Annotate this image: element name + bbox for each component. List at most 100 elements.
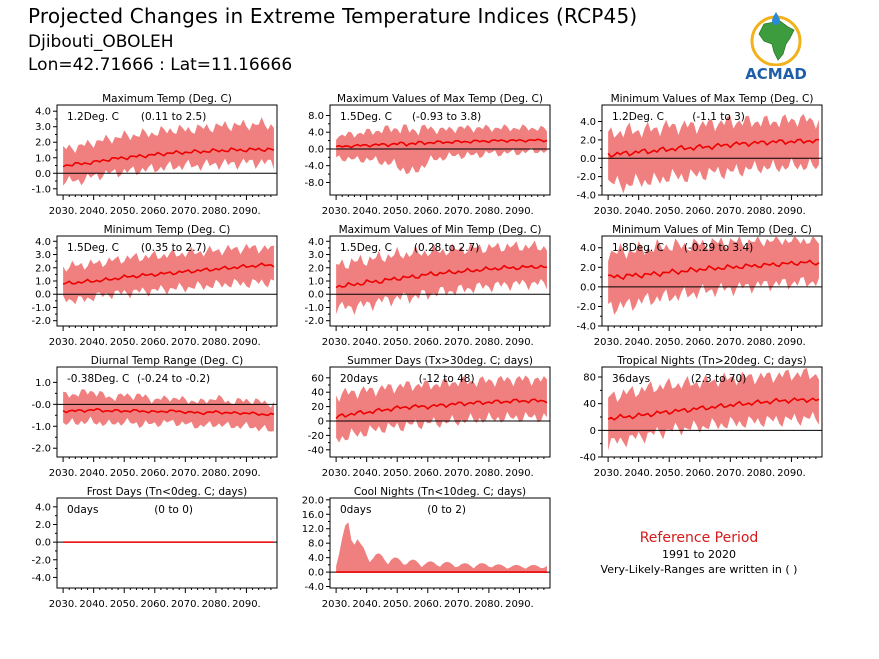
acmad-logo: ACMAD bbox=[736, 8, 816, 84]
x-tick-label: 2030. bbox=[594, 337, 623, 348]
chart-title: Frost Days (Tn<0deg. C; days) bbox=[87, 486, 247, 498]
change-value-label: 20days bbox=[340, 373, 378, 385]
range-band bbox=[336, 375, 547, 443]
x-tick-label: 2030. bbox=[49, 206, 78, 217]
station-coordinates: Lon=42.71666 : Lat=11.16666 bbox=[28, 55, 293, 75]
x-tick-label: 2080. bbox=[475, 599, 504, 610]
y-tick-label: 2.0 bbox=[35, 263, 51, 274]
x-tick-label: 2090. bbox=[777, 468, 806, 479]
x-tick-label: 2070. bbox=[444, 337, 473, 348]
median-line bbox=[62, 262, 275, 285]
chart-panel: -4.0 -2.0 0.0 2.0 4.0 2030. 2040. 2050. 2060. 207… bbox=[31, 486, 278, 610]
x-tick-label: 2060. bbox=[140, 206, 169, 217]
y-tick-label: 1.0 bbox=[35, 378, 51, 389]
y-tick-label: 3.0 bbox=[35, 122, 51, 133]
change-value-label: 0days bbox=[340, 504, 371, 516]
x-tick-label: 2070. bbox=[171, 337, 200, 348]
x-tick-label: 2080. bbox=[747, 468, 776, 479]
y-tick-label: 0.0 bbox=[580, 282, 596, 293]
x-tick-label: 2040. bbox=[624, 206, 653, 217]
y-tick-label: 0.0 bbox=[308, 568, 324, 579]
x-tick-label: 2060. bbox=[140, 468, 169, 479]
change-value-label: 1.2Deg. C bbox=[612, 111, 664, 123]
y-tick-label: -40 bbox=[308, 445, 324, 456]
x-tick-label: 2070. bbox=[716, 206, 745, 217]
y-tick-label: -4.0 bbox=[304, 582, 324, 593]
acmad-logo-text: ACMAD bbox=[745, 65, 807, 83]
y-tick-label: 0 bbox=[590, 426, 596, 437]
y-tick-label: 2.0 bbox=[580, 263, 596, 274]
x-tick-label: 2040. bbox=[352, 337, 381, 348]
x-tick-label: 2040. bbox=[79, 337, 108, 348]
y-tick-label: 12.0 bbox=[302, 524, 324, 535]
change-value-label: -0.38Deg. C bbox=[67, 373, 129, 385]
range-band bbox=[63, 117, 274, 186]
x-tick-label: 2040. bbox=[352, 206, 381, 217]
y-tick-label: 0.0 bbox=[308, 144, 324, 155]
y-tick-label: -2.0 bbox=[31, 316, 51, 327]
x-tick-label: 2080. bbox=[475, 206, 504, 217]
y-tick-label: -2.0 bbox=[31, 555, 51, 566]
x-tick-label: 2040. bbox=[624, 468, 653, 479]
very-likely-range-label: (0 to 0) bbox=[154, 504, 193, 516]
y-tick-label: -2.0 bbox=[576, 302, 596, 313]
median-line bbox=[608, 259, 820, 281]
x-tick-label: 2050. bbox=[383, 468, 412, 479]
x-tick-label: 2080. bbox=[202, 468, 231, 479]
very-likely-range-label: (0.11 to 2.5) bbox=[141, 111, 207, 123]
y-tick-label: -20 bbox=[308, 431, 324, 442]
x-tick-label: 2030. bbox=[49, 337, 78, 348]
y-tick-label: -2.0 bbox=[304, 316, 324, 327]
chart-panel: -40 0 40 80 2030. 2040. 2050. 2060. 2070. 2080. 20… bbox=[580, 355, 823, 479]
page-title: Projected Changes in Extreme Temperature… bbox=[28, 4, 638, 28]
median-line bbox=[607, 138, 819, 159]
median-line bbox=[335, 138, 548, 149]
y-tick-label: 2.0 bbox=[580, 135, 596, 146]
x-tick-label: 2030. bbox=[594, 206, 623, 217]
x-tick-label: 2080. bbox=[202, 599, 231, 610]
x-tick-label: 2030. bbox=[594, 468, 623, 479]
x-tick-label: 2050. bbox=[655, 206, 684, 217]
chart-panel: -4.0 -2.0 0.0 2.0 4.0 2030. 2040. 2050. 2060. 207… bbox=[576, 224, 823, 348]
y-tick-label: 80 bbox=[583, 373, 596, 384]
x-tick-label: 2060. bbox=[140, 337, 169, 348]
very-likely-range-label: (0 to 2) bbox=[427, 504, 466, 516]
x-tick-label: 2030. bbox=[322, 599, 351, 610]
y-tick-label: 0.0 bbox=[308, 290, 324, 301]
y-tick-label: 0.0 bbox=[35, 538, 51, 549]
median-line bbox=[335, 398, 548, 420]
y-tick-label: 2.0 bbox=[308, 263, 324, 274]
x-tick-label: 2040. bbox=[352, 599, 381, 610]
median-line bbox=[62, 147, 275, 168]
chart-title: Minimum Temp (Deg. C) bbox=[104, 224, 231, 236]
y-tick-label: 40 bbox=[583, 399, 596, 410]
x-tick-label: 2060. bbox=[413, 468, 442, 479]
reference-period-title: Reference Period bbox=[639, 530, 759, 546]
chart-title: Cool Nights (Tn<10deg. C; days) bbox=[354, 486, 526, 498]
chart-title: Tropical Nights (Tn>20deg. C; days) bbox=[616, 355, 806, 367]
plot-frame bbox=[56, 497, 278, 589]
range-band bbox=[63, 243, 274, 305]
x-tick-label: 2070. bbox=[444, 468, 473, 479]
median-line bbox=[607, 397, 820, 421]
x-tick-label: 2060. bbox=[685, 468, 714, 479]
y-tick-label: 3.0 bbox=[35, 250, 51, 261]
x-tick-label: 2030. bbox=[322, 468, 351, 479]
y-tick-label: 4.0 bbox=[308, 128, 324, 139]
y-tick-label: 2.0 bbox=[35, 138, 51, 149]
x-tick-label: 2090. bbox=[777, 337, 806, 348]
change-value-label: 1.5Deg. C bbox=[340, 242, 392, 254]
x-tick-label: 2030. bbox=[322, 206, 351, 217]
median-line bbox=[62, 407, 275, 417]
y-tick-label: -2.0 bbox=[576, 172, 596, 183]
very-likely-range-label: (-12 to 48) bbox=[419, 373, 475, 385]
x-tick-label: 2050. bbox=[110, 599, 139, 610]
x-tick-label: 2090. bbox=[505, 599, 534, 610]
chart-panel: -8.0 -4.0 0.0 4.0 8.0 2030. 2040. 2050. 2060. 207… bbox=[304, 93, 551, 217]
x-tick-label: 2030. bbox=[49, 599, 78, 610]
change-value-label: 1.5Deg. C bbox=[340, 111, 392, 123]
y-tick-label: -0.0 bbox=[31, 400, 51, 411]
x-tick-label: 2070. bbox=[171, 206, 200, 217]
x-tick-label: 2080. bbox=[747, 337, 776, 348]
y-tick-label: 3.0 bbox=[308, 250, 324, 261]
